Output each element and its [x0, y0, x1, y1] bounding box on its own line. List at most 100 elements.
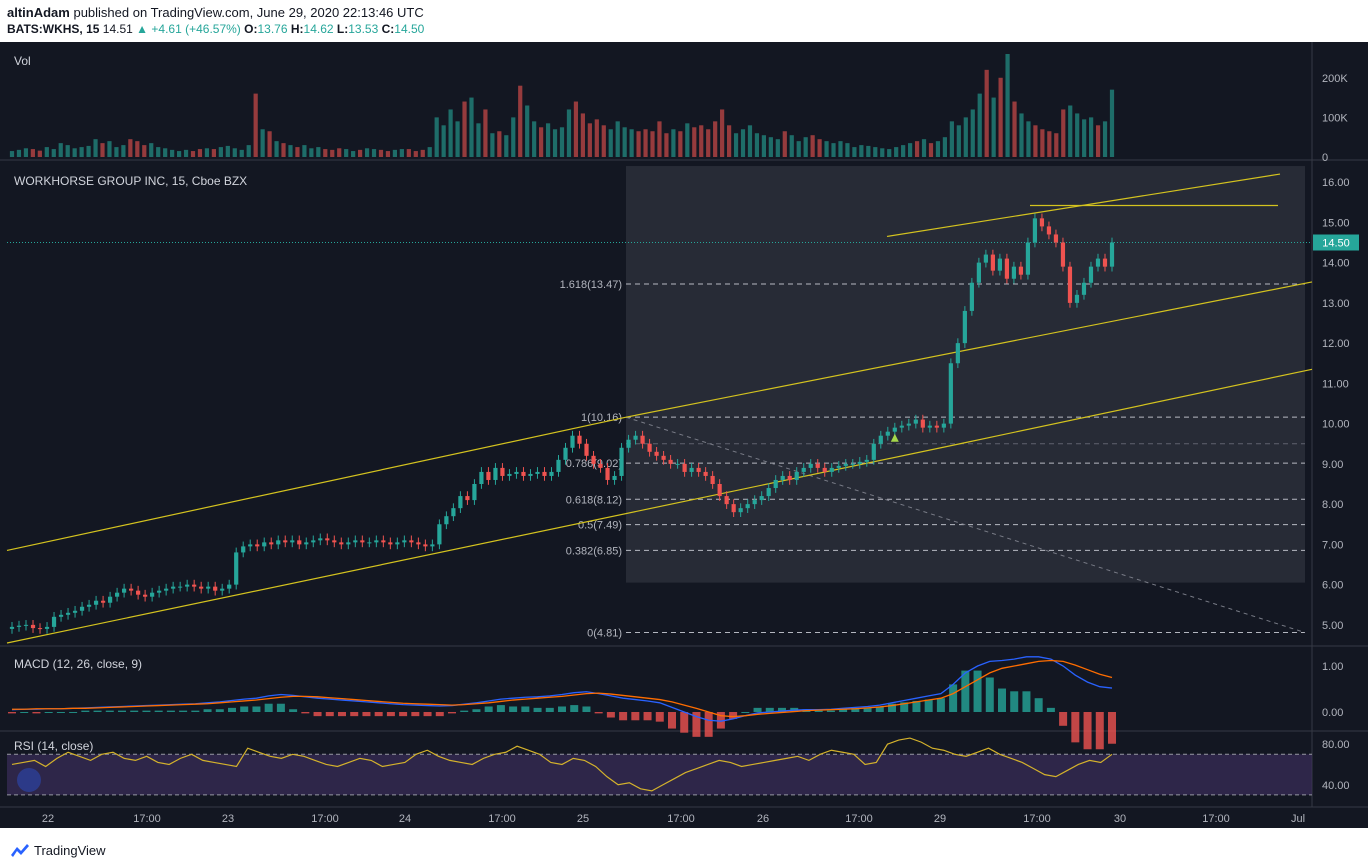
macd-histogram-bar — [851, 707, 860, 712]
rsi-pane-label: RSI (14, close) — [14, 739, 93, 753]
candle-body — [717, 484, 722, 497]
volume-bar — [928, 143, 934, 157]
volume-bar — [183, 149, 189, 157]
volume-bar — [504, 135, 509, 157]
author-name[interactable]: altinAdam — [7, 5, 70, 20]
candle-body — [129, 588, 134, 591]
candle-body — [500, 467, 505, 476]
macd-histogram-bar — [839, 709, 848, 712]
fib-level-label: 1(10.16) — [581, 412, 622, 424]
volume-bar — [518, 85, 523, 157]
macd-histogram-bar — [1022, 691, 1031, 712]
low-value: 13.53 — [348, 22, 379, 36]
volume-bar — [629, 129, 634, 157]
time-tick-label: 17:00 — [488, 813, 516, 825]
macd-histogram-bar — [215, 709, 224, 712]
volume-bar — [30, 149, 35, 157]
candle-body — [1088, 266, 1094, 283]
volume-bar — [685, 123, 690, 157]
macd-histogram-bar — [509, 706, 518, 712]
volume-bar — [1089, 117, 1094, 157]
macd-histogram-bar — [1083, 712, 1092, 750]
volume-bar — [204, 148, 210, 157]
change-value: +4.61 (+46.57%) — [151, 22, 241, 36]
symbol-name[interactable]: BATS:WKHS, 15 — [7, 22, 100, 36]
candle-body — [227, 584, 232, 589]
volume-tick-label: 0 — [1322, 152, 1328, 164]
macd-histogram-bar — [570, 705, 579, 712]
volume-bar — [706, 129, 711, 157]
candle-body — [850, 463, 855, 465]
last-price-badge-text: 14.50 — [1322, 238, 1350, 250]
macd-histogram-bar — [362, 712, 371, 717]
candle-body — [941, 423, 946, 428]
volume-bar — [761, 135, 767, 157]
volume-bar — [1005, 54, 1010, 157]
volume-bar — [79, 147, 84, 157]
candle-body — [731, 504, 736, 513]
candle-body — [100, 600, 106, 603]
price-tick-label: 14.00 — [1322, 258, 1350, 270]
price-tick-label: 6.00 — [1322, 580, 1343, 592]
volume-bar — [1102, 121, 1108, 157]
candle-body — [801, 467, 806, 472]
volume-bar — [232, 148, 237, 157]
chart-area[interactable]: 1.618(13.47)1(10.16)0.786(9.02)0.618(8.1… — [0, 42, 1368, 828]
macd-histogram-bar — [594, 712, 603, 714]
macd-histogram-bar — [716, 712, 725, 729]
volume-bar — [796, 141, 801, 157]
volume-bar — [664, 133, 669, 157]
volume-bar — [253, 93, 258, 157]
volume-bar — [713, 121, 718, 157]
candle-body — [703, 471, 708, 476]
volume-bar — [128, 139, 133, 157]
candle-body — [93, 600, 99, 605]
volume-bar — [838, 141, 843, 157]
volume-bar — [545, 123, 551, 157]
candle-body — [465, 496, 470, 501]
volume-bar — [949, 121, 954, 157]
macd-histogram-bar — [912, 700, 921, 712]
candle-body — [1025, 242, 1031, 275]
volume-bar — [580, 113, 585, 157]
volume-bar — [100, 143, 105, 157]
macd-histogram-bar — [460, 710, 469, 712]
price-pane[interactable]: 1.618(13.47)1(10.16)0.786(9.02)0.618(8.1… — [6, 166, 1313, 644]
volume-bar — [963, 117, 968, 157]
candle-body — [1032, 218, 1038, 243]
volume-bar — [1109, 89, 1115, 157]
volume-bar — [1068, 105, 1073, 157]
volume-bar — [1047, 131, 1052, 157]
volume-bar — [532, 121, 537, 157]
candle-body — [794, 471, 799, 480]
candle-body — [906, 423, 911, 426]
volume-bar — [23, 148, 29, 157]
candle-body — [346, 542, 351, 545]
volume-bar — [16, 149, 22, 157]
volume-bar — [462, 101, 467, 157]
candle-body — [990, 254, 995, 271]
change-arrow: ▲ — [136, 22, 149, 36]
volume-bar — [803, 137, 808, 157]
tradingview-logo-icon[interactable] — [10, 842, 30, 861]
chart-svg[interactable]: 1.618(13.47)1(10.16)0.786(9.02)0.618(8.1… — [0, 42, 1368, 828]
candle-body — [843, 463, 848, 466]
volume-bar — [566, 109, 572, 157]
volume-bar — [260, 129, 265, 157]
candle-body — [44, 626, 50, 629]
fib-level-label: 0(4.81) — [587, 628, 622, 640]
volume-bar — [337, 148, 342, 157]
symbol-line: BATS:WKHS, 15 14.51 ▲ +4.61 (+46.57%) O:… — [7, 22, 424, 36]
volume-bar — [559, 127, 565, 157]
candle-body — [528, 473, 533, 476]
macd-pane-label: MACD (12, 26, close, 9) — [14, 657, 142, 671]
macd-histogram-bar — [386, 712, 395, 717]
volume-bar — [351, 151, 356, 157]
candle-body — [486, 471, 491, 480]
candle-body — [808, 463, 813, 468]
volume-bar — [9, 151, 15, 157]
candle-body — [577, 435, 582, 444]
candle-body — [206, 586, 211, 589]
tradingview-brand[interactable]: TradingView — [34, 843, 106, 858]
candle-body — [493, 467, 498, 480]
